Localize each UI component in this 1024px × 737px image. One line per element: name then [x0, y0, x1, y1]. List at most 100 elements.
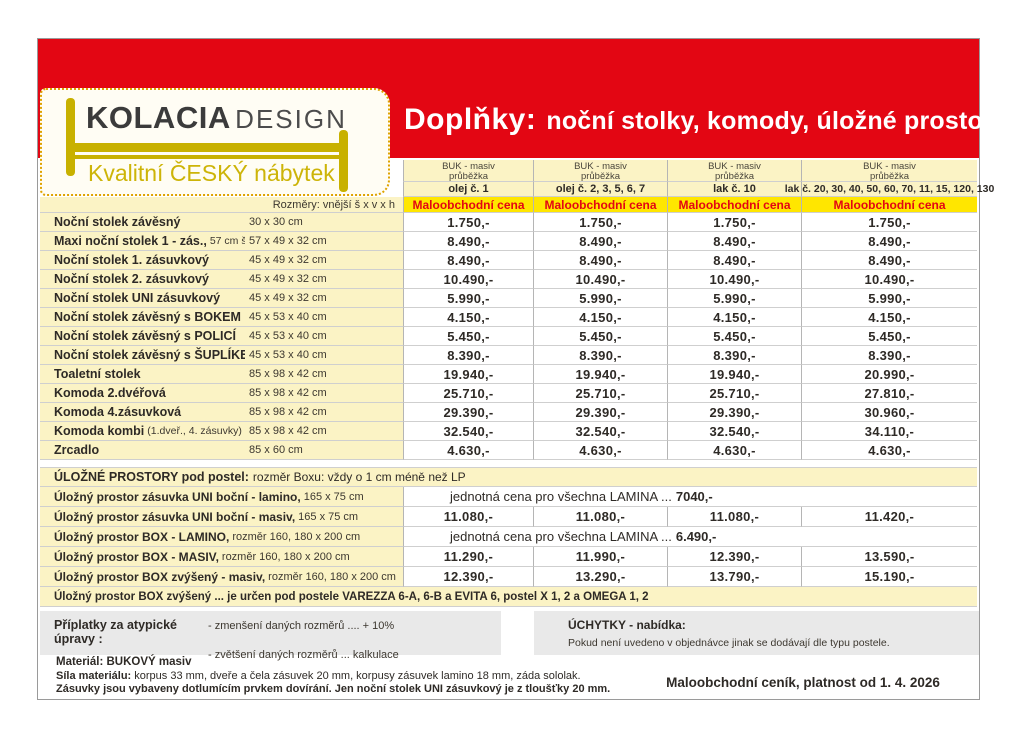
handles-box: ÚCHYTKY - nabídka: Pokud není uvedeno v …: [534, 611, 979, 655]
table-header-price-row: Rozměry: vnější š x v x h Maloobchodní c…: [40, 197, 977, 213]
price-cell: 20.990,-: [801, 365, 977, 384]
bed-frame-icon: [339, 130, 348, 192]
price-cell: 12.390,-: [403, 567, 533, 587]
product-size: 85 x 98 x 42 cm: [245, 384, 403, 403]
table-row: Noční stolek závěsný s BOKEM 45 x 53 x 4…: [40, 308, 977, 327]
product-size: 85 x 98 x 42 cm: [245, 365, 403, 384]
price-cell: 4.150,-: [667, 308, 801, 327]
brand-name: KOLACIA DESIGN: [86, 100, 347, 135]
price-cell: 32.540,-: [403, 422, 533, 441]
product-name: Noční stolek závěsný s BOKEM: [54, 310, 241, 324]
storage-note: Úložný prostor BOX zvýšený ... je určen …: [40, 587, 977, 607]
product-size: 45 x 49 x 32 cm: [245, 251, 403, 270]
price-cell: 25.710,-: [403, 384, 533, 403]
size-column-header: Rozměry: vnější š x v x h: [40, 197, 403, 213]
product-name: Úložný prostor zásuvka UNI boční - lamin…: [54, 489, 301, 504]
price-cell: 13.290,-: [533, 567, 667, 587]
product-size: 45 x 49 x 32 cm: [245, 270, 403, 289]
price-cell: 15.190,-: [801, 567, 977, 587]
table-row: Maxi noční stolek 1 - zás., 57 cm šířky 5…: [40, 232, 977, 251]
table-row: Toaletní stolek 85 x 98 x 42 cm 19.940,-…: [40, 365, 977, 384]
col-header-material: BUK - masiv průběžka: [533, 160, 667, 182]
price-cell: 8.490,-: [667, 251, 801, 270]
price-cell: 10.490,-: [801, 270, 977, 289]
price-cell: 27.810,-: [801, 384, 977, 403]
product-name: Komoda 4.zásuvková: [54, 405, 182, 419]
table-row: Úložný prostor BOX - MASIV, rozměr 160, 1…: [40, 547, 977, 567]
price-cell: 8.490,-: [801, 232, 977, 251]
product-name: Toaletní stolek: [54, 367, 141, 381]
document-frame: Doplňky: noční stolky, komody, úložné pr…: [37, 38, 1007, 700]
price-cell: 5.450,-: [667, 327, 801, 346]
surcharge-item: - zvětšení daných rozměrů ... kalkulace: [208, 649, 399, 661]
retail-price-label: Maloobchodní cena: [533, 197, 667, 213]
price-cell: 8.390,-: [403, 346, 533, 365]
price-cell: 11.080,-: [403, 507, 533, 527]
price-cell: 1.750,-: [801, 213, 977, 232]
product-size: 45 x 53 x 40 cm: [245, 346, 403, 365]
retail-price-label: Maloobchodní cena: [801, 197, 977, 213]
price-cell: 8.390,-: [667, 346, 801, 365]
price-cell: 11.080,-: [533, 507, 667, 527]
storage-note-row: Úložný prostor BOX zvýšený ... je určen …: [40, 587, 977, 607]
product-name: Úložný prostor zásuvka UNI boční - masiv…: [54, 509, 296, 524]
retail-price-label: Maloobchodní cena: [403, 197, 533, 213]
price-cell: 5.990,-: [403, 289, 533, 308]
price-cell: 4.630,-: [667, 441, 801, 460]
price-cell: 34.110,-: [801, 422, 977, 441]
bed-frame-icon: [66, 98, 75, 176]
price-cell: 29.390,-: [533, 403, 667, 422]
product-size: 57 x 49 x 32 cm: [245, 232, 403, 251]
table-row: Úložný prostor zásuvka UNI boční - masiv…: [40, 507, 977, 527]
validity-note: Maloobchodní ceník, platnost od 1. 4. 20…: [666, 675, 940, 690]
bed-frame-icon: [70, 155, 343, 159]
surcharges-title: Příplatky za atypické úpravy :: [54, 618, 177, 646]
price-cell: 11.290,-: [403, 547, 533, 567]
page-title: Doplňky: noční stolky, komody, úložné pr…: [404, 103, 1007, 137]
price-cell: 13.790,-: [667, 567, 801, 587]
surcharges-box: Příplatky za atypické úpravy : - zmenšen…: [40, 611, 501, 661]
table-row: Komoda kombi (1.dveř., 4. zásuvky) 85 x 9…: [40, 422, 977, 441]
material-notes: Materiál: BUKOVÝ masiv Síla materiálu: k…: [56, 656, 610, 697]
price-cell: 11.420,-: [801, 507, 977, 527]
price-cell: 5.450,-: [403, 327, 533, 346]
storage-section-header: ÚLOŽNÉ PROSTORY pod postel: rozměr Boxu:…: [40, 467, 977, 487]
price-cell: 29.390,-: [403, 403, 533, 422]
product-size: 85 x 98 x 42 cm: [245, 422, 403, 441]
price-cell: 5.450,-: [533, 327, 667, 346]
material-line: Síla materiálu: korpus 33 mm, dveře a če…: [56, 669, 581, 682]
col-header-material: BUK - masiv průběžka: [801, 160, 977, 182]
price-cell: 4.630,-: [533, 441, 667, 460]
product-name: Noční stolek UNI zásuvkový: [54, 291, 221, 305]
table-row: Úložný prostor BOX - LAMINO, rozměr 160, …: [40, 527, 977, 547]
price-cell: 5.990,-: [533, 289, 667, 308]
surcharge-item: - zmenšení daných rozměrů .... + 10%: [208, 620, 395, 632]
product-name: Komoda kombi: [54, 424, 145, 438]
price-cell: 30.960,-: [801, 403, 977, 422]
price-cell: 13.590,-: [801, 547, 977, 567]
brand-tagline: Kvalitní ČESKÝ nábytek: [88, 160, 335, 186]
price-cell: 8.490,-: [533, 251, 667, 270]
material-line: Materiál: BUKOVÝ masiv: [56, 656, 192, 668]
product-name: Noční stolek 2. zásuvkový: [54, 272, 209, 286]
price-cell: 8.490,-: [533, 232, 667, 251]
product-name: Zrcadlo: [54, 443, 100, 457]
price-cell: 10.490,-: [667, 270, 801, 289]
price-cell: 4.150,-: [403, 308, 533, 327]
price-cell: 8.390,-: [533, 346, 667, 365]
uniform-price-cell: jednotná cena pro všechna LAMINA ... 6.49…: [403, 527, 977, 547]
product-name: Úložný prostor BOX - LAMINO,: [54, 529, 230, 544]
col-header-finish: lak č. 10: [667, 182, 801, 197]
material-line: Zásuvky jsou vybaveny dotlumícím prvkem …: [56, 683, 611, 695]
price-cell: 10.490,-: [533, 270, 667, 289]
table-row: Noční stolek 2. zásuvkový 45 x 49 x 32 c…: [40, 270, 977, 289]
price-cell: 8.390,-: [801, 346, 977, 365]
table-row: Zrcadlo 85 x 60 cm 4.630,- 4.630,- 4.630…: [40, 441, 977, 460]
product-size: 45 x 53 x 40 cm: [245, 327, 403, 346]
product-name: Noční stolek závěsný: [54, 215, 181, 229]
price-cell: 5.990,-: [667, 289, 801, 308]
product-name: Noční stolek 1. zásuvkový: [54, 253, 209, 267]
col-header-material: BUK - masiv průběžka: [403, 160, 533, 182]
price-cell: 11.990,-: [533, 547, 667, 567]
